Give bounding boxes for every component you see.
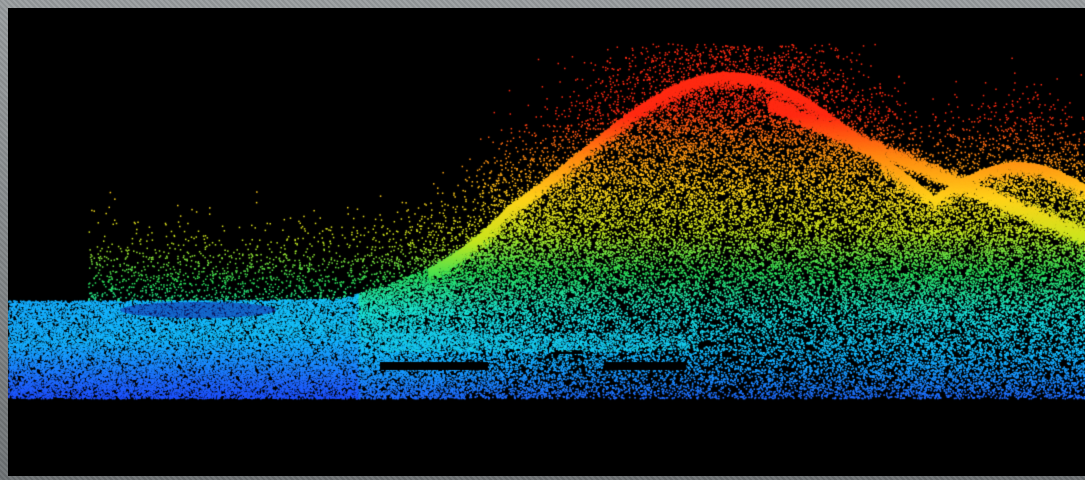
point-cloud-viewport <box>8 8 1085 476</box>
point-cloud-render <box>8 8 1085 476</box>
